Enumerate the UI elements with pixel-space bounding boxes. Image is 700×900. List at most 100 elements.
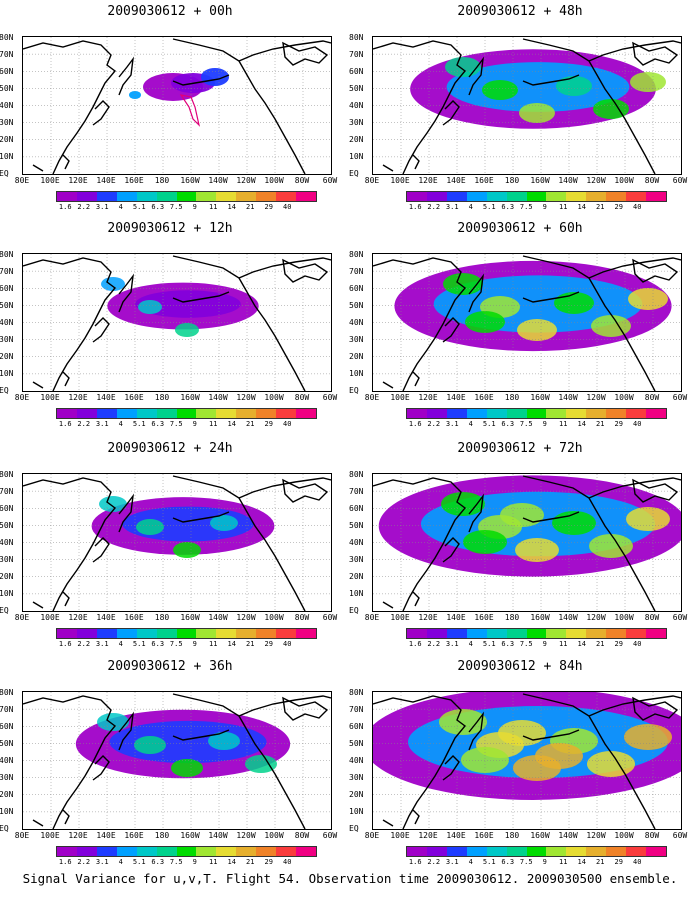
latitude-label: 50N [0, 84, 14, 93]
latitude-label: 70N [349, 705, 364, 714]
longitude-label: 60W [672, 831, 688, 840]
variance-blob [630, 72, 666, 92]
latitude-label: 80N [349, 33, 364, 42]
colorbar-label: 4 [468, 420, 473, 428]
colorbar-label: 1.6 [408, 203, 422, 211]
colorbar-label: 11 [209, 203, 218, 211]
colorbar-label: 11 [559, 640, 568, 648]
coastline [172, 475, 306, 611]
longitude-label: 60W [322, 393, 338, 402]
variance-field [410, 49, 666, 129]
colorbar-label: 4 [468, 640, 473, 648]
colorbar-label: 14 [577, 640, 586, 648]
longitude-label: 100W [614, 176, 634, 185]
longitude-label: 140W [208, 613, 228, 622]
map-plot [372, 691, 682, 830]
colorbar-swatch [236, 409, 257, 418]
longitude-label: 140W [558, 831, 578, 840]
colorbar-swatch [526, 409, 547, 418]
colorbar-labels: 1.6 2.2 3.1 4 5.1 6.3 7.5 9 11 14 21 29 40 [406, 420, 665, 429]
panel-title: 2009030612 + 72h [457, 441, 583, 456]
latitude-label: 60N [0, 722, 14, 731]
longitude-label: 140E [446, 176, 466, 185]
latitude-label: 20N [0, 135, 14, 144]
longitude-label: 100E [40, 831, 60, 840]
colorbar-label: 4 [118, 420, 123, 428]
longitude-label: 120W [586, 831, 606, 840]
colorbar-swatch [76, 192, 97, 201]
colorbar-label: 1.6 [58, 640, 72, 648]
longitude-label: 140E [96, 393, 116, 402]
colorbar-label: 2.2 [77, 420, 91, 428]
longitude-label: 120E [418, 831, 438, 840]
colorbar-labels: 1.6 2.2 3.1 4 5.1 6.3 7.5 9 11 14 21 29 40 [406, 203, 665, 212]
longitude-label: 100E [40, 393, 60, 402]
colorbar-label: 9 [192, 640, 197, 648]
colorbar-label: 40 [283, 858, 292, 866]
coastline [172, 74, 230, 86]
map-plot [22, 691, 332, 830]
colorbar-swatch [76, 847, 97, 856]
coastline [468, 273, 485, 313]
colorbar-label: 29 [614, 203, 623, 211]
panel-title: 2009030612 + 12h [107, 221, 233, 236]
latitude-label: EQ [349, 606, 359, 615]
colorbar-label: 40 [633, 420, 642, 428]
colorbar-swatch [96, 192, 117, 201]
variance-blob [136, 519, 164, 535]
colorbar-label: 11 [209, 858, 218, 866]
colorbar-swatch [606, 847, 627, 856]
colorbar-label: 40 [283, 203, 292, 211]
colorbar-swatch [566, 192, 587, 201]
coastline [412, 154, 420, 170]
colorbar-swatch [446, 192, 467, 201]
colorbar-label: 5.1 [482, 640, 496, 648]
colorbar-label: 5.1 [132, 203, 146, 211]
latitude-label: 20N [0, 790, 14, 799]
latitude-label: 60N [0, 504, 14, 513]
colorbar-label: 4 [468, 203, 473, 211]
colorbar-swatch [76, 409, 97, 418]
latitude-label: 40N [0, 318, 14, 327]
colorbar-label: 3.1 [95, 420, 109, 428]
latitude-label: 80N [0, 470, 14, 479]
coastline [522, 475, 656, 611]
colorbar-swatch [566, 409, 587, 418]
colorbar-swatch [546, 409, 567, 418]
variance-field [129, 68, 229, 101]
colorbar-label: 9 [542, 203, 547, 211]
colorbar-label: 14 [227, 420, 236, 428]
map-svg [373, 37, 681, 174]
longitude-label: 140W [558, 176, 578, 185]
colorbar-labels: 1.6 2.2 3.1 4 5.1 6.3 7.5 9 11 14 21 29 40 [406, 640, 665, 649]
colorbar-label: 5.1 [132, 420, 146, 428]
coastline [92, 100, 110, 126]
latitude-label: 70N [349, 487, 364, 496]
colorbar-swatch [116, 192, 137, 201]
colorbar-label: 14 [227, 858, 236, 866]
colorbar-label: 3.1 [95, 858, 109, 866]
longitude-label: 140E [446, 831, 466, 840]
variance-blob [624, 724, 672, 750]
latitude-label: 40N [349, 756, 364, 765]
flight-track [179, 94, 201, 127]
colorbar [56, 191, 317, 202]
colorbar-label: 14 [227, 203, 236, 211]
latitude-label: 50N [349, 739, 364, 748]
map-svg [23, 692, 331, 829]
latitude-label: 30N [349, 555, 364, 564]
longitude-label: 100W [614, 393, 634, 402]
variance-blob [554, 292, 594, 314]
colorbar-swatch [566, 629, 587, 638]
colorbar-swatch [426, 409, 447, 418]
colorbar-swatch [116, 847, 137, 856]
longitude-label: 120W [586, 613, 606, 622]
longitude-label: 60W [322, 613, 338, 622]
colorbar-label: 7.5 [169, 640, 183, 648]
colorbar-label: 2.2 [427, 858, 441, 866]
variance-blob [445, 57, 481, 77]
variance-blob [446, 62, 630, 112]
latitude-label: 30N [349, 773, 364, 782]
colorbar-swatch [136, 629, 157, 638]
colorbar-label: 7.5 [519, 858, 533, 866]
